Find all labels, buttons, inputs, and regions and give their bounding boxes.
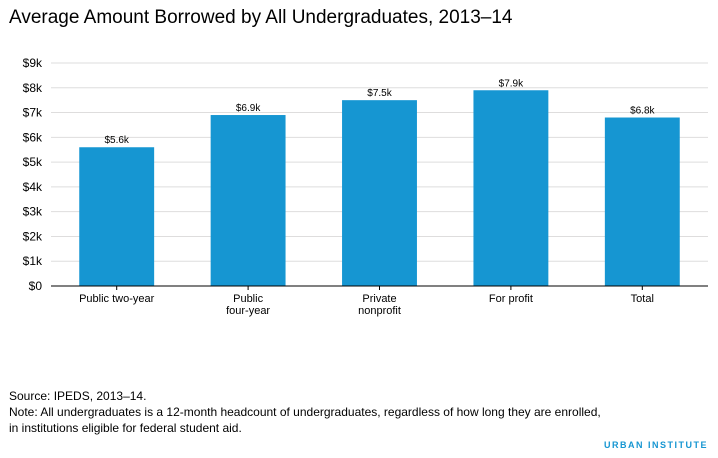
- y-tick-label: $5k: [23, 155, 43, 169]
- bars: [79, 90, 680, 287]
- source-note: Source: IPEDS, 2013–14.: [9, 389, 147, 403]
- bar: [210, 115, 286, 287]
- y-tick-label: $1k: [23, 254, 43, 268]
- data-label: $6.8k: [630, 106, 655, 117]
- data-label: $7.9k: [499, 78, 524, 89]
- x-tick-label: Public two-year: [79, 293, 155, 305]
- labels: $0 $1k $2k $3k $4k $5k $6k $7k $8k $9k $5.6k Public…: [23, 56, 656, 317]
- brand-logo: URBAN INSTITUTE: [604, 440, 708, 450]
- y-tick-label: $9k: [23, 56, 43, 70]
- y-tick-label: $0: [29, 279, 43, 293]
- bar: [342, 100, 417, 287]
- data-label: $7.5k: [367, 88, 392, 99]
- data-label: $5.6k: [104, 135, 129, 146]
- footnote: Source: IPEDS, 2013–14. Note: All underg…: [9, 388, 609, 436]
- y-tick-label: $7k: [23, 106, 43, 120]
- x-tick-label: Private nonprofit: [358, 293, 401, 317]
- y-tick-label: $3k: [23, 205, 43, 219]
- y-tick-label: $8k: [23, 81, 43, 95]
- bar: [604, 117, 680, 286]
- y-tick-label: $6k: [23, 130, 43, 144]
- x-tick-label: Public four-year: [226, 293, 270, 317]
- y-tick-label: $2k: [23, 229, 43, 243]
- bar: [473, 90, 549, 286]
- x-tick-label: Total: [631, 293, 654, 305]
- chart-title: Average Amount Borrowed by All Undergrad…: [9, 7, 513, 28]
- bar: [79, 147, 155, 286]
- x-tick-label: For profit: [489, 293, 533, 305]
- y-tick-label: $4k: [23, 180, 43, 194]
- data-label: $6.9k: [236, 103, 261, 114]
- axes: [51, 285, 708, 290]
- note-text: Note: All undergraduates is a 12-month h…: [9, 405, 601, 435]
